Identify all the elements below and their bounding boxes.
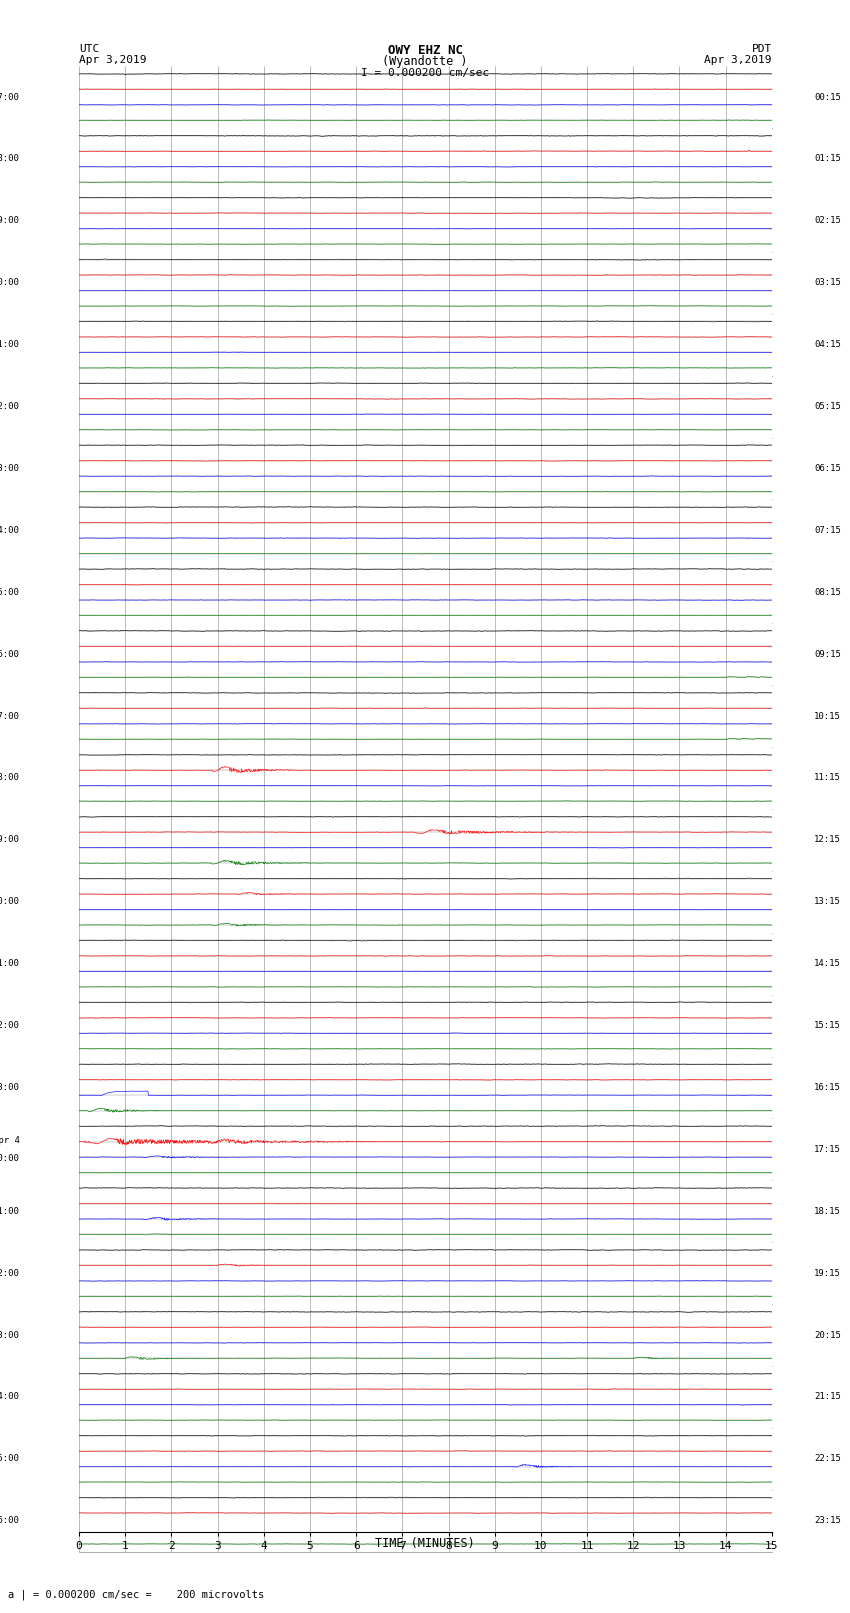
Text: 06:00: 06:00 (0, 1516, 20, 1526)
Text: 22:15: 22:15 (814, 1455, 842, 1463)
Text: UTC: UTC (79, 44, 99, 53)
Text: 18:15: 18:15 (814, 1207, 842, 1216)
Text: 03:00: 03:00 (0, 1331, 20, 1339)
Text: a | = 0.000200 cm/sec =    200 microvolts: a | = 0.000200 cm/sec = 200 microvolts (8, 1589, 264, 1600)
Text: 08:00: 08:00 (0, 155, 20, 163)
Text: 10:00: 10:00 (0, 279, 20, 287)
Text: 05:00: 05:00 (0, 1455, 20, 1463)
Text: 13:00: 13:00 (0, 465, 20, 473)
Text: 16:00: 16:00 (0, 650, 20, 658)
Text: Apr 4: Apr 4 (0, 1136, 20, 1145)
Text: TIME (MINUTES): TIME (MINUTES) (375, 1537, 475, 1550)
Text: 23:15: 23:15 (814, 1516, 842, 1526)
Text: 11:15: 11:15 (814, 774, 842, 782)
Text: 14:15: 14:15 (814, 960, 842, 968)
Text: 01:00: 01:00 (0, 1207, 20, 1216)
Text: 17:00: 17:00 (0, 711, 20, 721)
Text: (Wyandotte ): (Wyandotte ) (382, 55, 468, 68)
Text: 04:15: 04:15 (814, 340, 842, 348)
Text: 14:00: 14:00 (0, 526, 20, 536)
Text: 13:15: 13:15 (814, 897, 842, 907)
Text: 23:00: 23:00 (0, 1082, 20, 1092)
Text: 01:15: 01:15 (814, 155, 842, 163)
Text: Apr 3,2019: Apr 3,2019 (705, 55, 772, 65)
Text: 20:15: 20:15 (814, 1331, 842, 1339)
Text: 16:15: 16:15 (814, 1082, 842, 1092)
Text: 18:00: 18:00 (0, 774, 20, 782)
Text: 09:15: 09:15 (814, 650, 842, 658)
Text: 22:00: 22:00 (0, 1021, 20, 1031)
Text: 10:15: 10:15 (814, 711, 842, 721)
Text: 08:15: 08:15 (814, 587, 842, 597)
Text: OWY EHZ NC: OWY EHZ NC (388, 44, 462, 56)
Text: 05:15: 05:15 (814, 402, 842, 411)
Text: 12:00: 12:00 (0, 402, 20, 411)
Text: 17:15: 17:15 (814, 1145, 842, 1153)
Text: 04:00: 04:00 (0, 1392, 20, 1402)
Text: 11:00: 11:00 (0, 340, 20, 348)
Text: 06:15: 06:15 (814, 465, 842, 473)
Text: 07:00: 07:00 (0, 92, 20, 102)
Text: 20:00: 20:00 (0, 897, 20, 907)
Text: 21:00: 21:00 (0, 960, 20, 968)
Text: 19:15: 19:15 (814, 1269, 842, 1277)
Text: 02:15: 02:15 (814, 216, 842, 226)
Text: 19:00: 19:00 (0, 836, 20, 844)
Text: 09:00: 09:00 (0, 216, 20, 226)
Text: 15:00: 15:00 (0, 587, 20, 597)
Text: 03:15: 03:15 (814, 279, 842, 287)
Text: 21:15: 21:15 (814, 1392, 842, 1402)
Text: 07:15: 07:15 (814, 526, 842, 536)
Text: I = 0.000200 cm/sec: I = 0.000200 cm/sec (361, 68, 489, 77)
Text: 15:15: 15:15 (814, 1021, 842, 1031)
Text: PDT: PDT (751, 44, 772, 53)
Text: 00:00: 00:00 (0, 1155, 20, 1163)
Text: 00:15: 00:15 (814, 92, 842, 102)
Text: 02:00: 02:00 (0, 1269, 20, 1277)
Text: Apr 3,2019: Apr 3,2019 (79, 55, 146, 65)
Text: 12:15: 12:15 (814, 836, 842, 844)
